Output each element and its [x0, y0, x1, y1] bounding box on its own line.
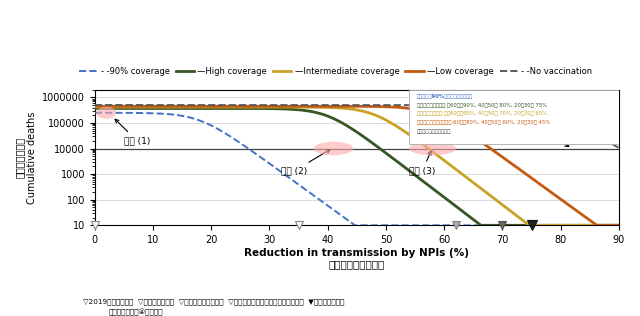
Ellipse shape — [409, 142, 456, 155]
Ellipse shape — [314, 142, 353, 155]
Text: 最低限達したいシナリオ:60代〜80%, 40〜50代 60%, 20〜30代 45%: 最低限達したいシナリオ:60代〜80%, 40〜50代 60%, 20〜30代 … — [417, 120, 550, 125]
Text: 考察 (3): 考察 (3) — [409, 151, 436, 175]
Text: 考察 (2): 考察 (2) — [281, 149, 330, 175]
Text: インフルエンザ相当: インフルエンザ相当 — [514, 124, 569, 147]
Text: 目標となるシナリオ:　60代〜90%, 40〜50代 80%, 20〜30代 75%: 目標となるシナリオ: 60代〜90%, 40〜50代 80%, 20〜30代 7… — [417, 102, 547, 107]
Legend: - -90% coverage, —High coverage, —Intermediate coverage, —Low coverage, - -No va: - -90% coverage, —High coverage, —Interm… — [76, 64, 596, 80]
Text: ワクチンがないシナリオ: ワクチンがないシナリオ — [417, 129, 451, 134]
Text: （詳細は、想定④を参照）: （詳細は、想定④を参照） — [109, 309, 163, 316]
Text: 全対象者の90%が接種するシナリオ: 全対象者の90%が接種するシナリオ — [417, 94, 474, 99]
Text: 考察 (1): 考察 (1) — [115, 119, 150, 145]
Text: ありえるシナリオ:　　60代〜80%, 40〜50代 70%, 20〜30代 60%: ありえるシナリオ: 60代〜80%, 40〜50代 70%, 20〜30代 60… — [417, 111, 547, 116]
Text: ▽2019年以前の生活  ▽コロナ禍の生活  ▽緊急事態宣言レベル  ▽強い制限を伴う緊急事態宣言レベル  ▼スティ・ホーム: ▽2019年以前の生活 ▽コロナ禍の生活 ▽緊急事態宣言レベル ▽強い制限を伴う… — [83, 299, 345, 305]
Y-axis label: 累計の死亡者数
Cumulative deaths: 累計の死亡者数 Cumulative deaths — [15, 111, 36, 204]
Ellipse shape — [97, 106, 116, 119]
X-axis label: Reduction in transmission by NPIs (%)
接触機会減少の程度: Reduction in transmission by NPIs (%) 接触… — [244, 248, 469, 270]
FancyBboxPatch shape — [409, 90, 621, 144]
